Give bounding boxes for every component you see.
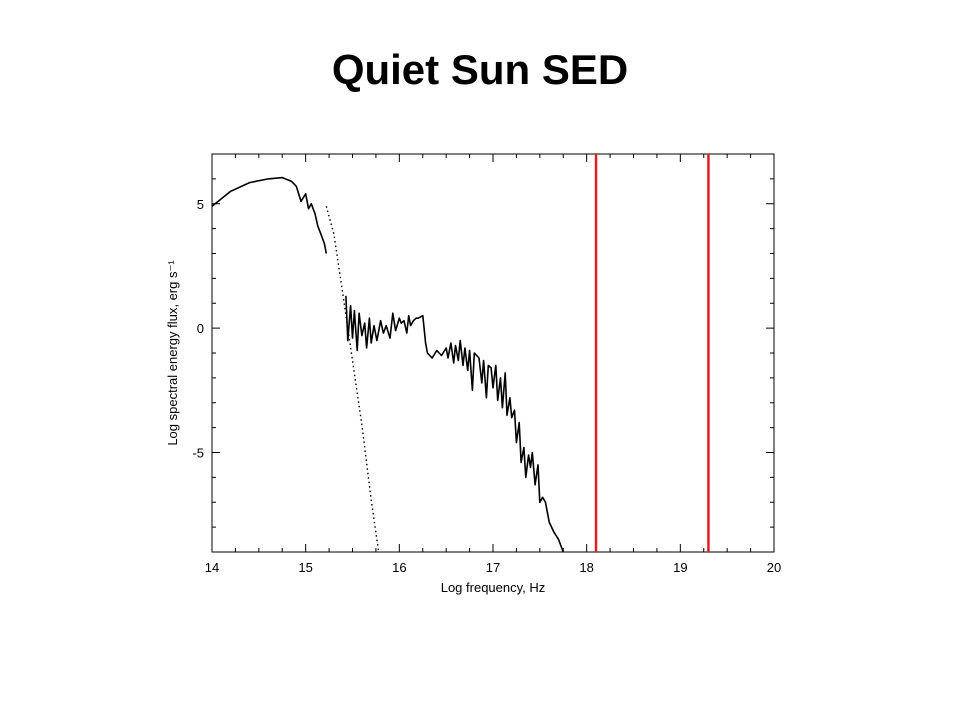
x-tick-label: 16 [392,560,406,575]
y-tick-label: -5 [192,446,204,461]
blackbody-dotted-line [325,206,380,553]
x-axis-label: Log frequency, Hz [441,580,546,595]
x-tick-labels: 14 15 16 17 18 19 20 [205,560,781,575]
observed-spectrum-line [211,176,328,254]
observed-spectrum-line [345,295,565,553]
y-tick-label: 0 [197,321,204,336]
y-axis-label: Log spectral energy flux, erg s⁻¹ [165,260,180,446]
x-tick-label: 20 [767,560,781,575]
plot-frame [211,153,775,553]
x-tick-label: 18 [579,560,593,575]
x-tick-label: 14 [205,560,219,575]
tick-marks [211,153,775,553]
x-tick-label: 17 [486,560,500,575]
x-tick-label: 19 [673,560,687,575]
x-tick-label: 15 [298,560,312,575]
data-series [211,176,565,553]
y-tick-label: 5 [197,197,204,212]
slide-title: Quiet Sun SED [331,46,629,93]
y-tick-labels: 5 0 -5 [192,197,204,461]
marker-lines [594,154,710,552]
